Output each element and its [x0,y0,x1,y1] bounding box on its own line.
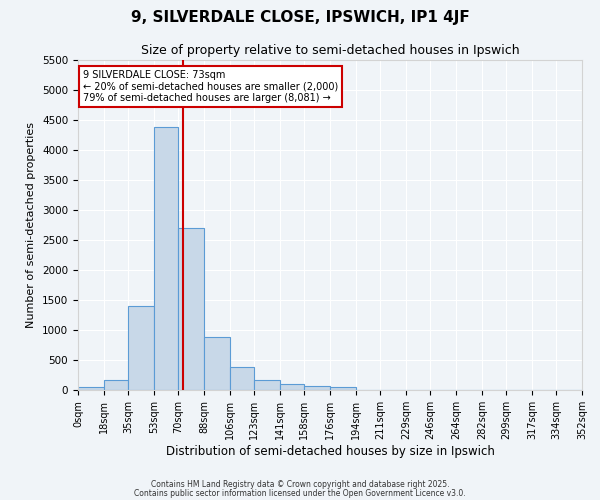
Bar [330,387,356,390]
Bar [178,228,204,390]
Title: Size of property relative to semi-detached houses in Ipswich: Size of property relative to semi-detach… [140,44,520,58]
Text: Contains HM Land Registry data © Crown copyright and database right 2025.: Contains HM Land Registry data © Crown c… [151,480,449,489]
Text: Contains public sector information licensed under the Open Government Licence v3: Contains public sector information licen… [134,488,466,498]
Bar [230,366,254,390]
Bar [204,337,230,390]
Bar [78,387,104,390]
Bar [128,306,154,390]
Y-axis label: Number of semi-detached properties: Number of semi-detached properties [26,122,37,328]
Bar [104,380,128,390]
X-axis label: Distribution of semi-detached houses by size in Ipswich: Distribution of semi-detached houses by … [166,444,494,458]
Text: 9, SILVERDALE CLOSE, IPSWICH, IP1 4JF: 9, SILVERDALE CLOSE, IPSWICH, IP1 4JF [131,10,469,25]
Bar [280,384,304,390]
Text: 9 SILVERDALE CLOSE: 73sqm
← 20% of semi-detached houses are smaller (2,000)
79% : 9 SILVERDALE CLOSE: 73sqm ← 20% of semi-… [83,70,338,103]
Bar [154,127,178,390]
Bar [254,380,280,390]
Bar [304,386,330,390]
